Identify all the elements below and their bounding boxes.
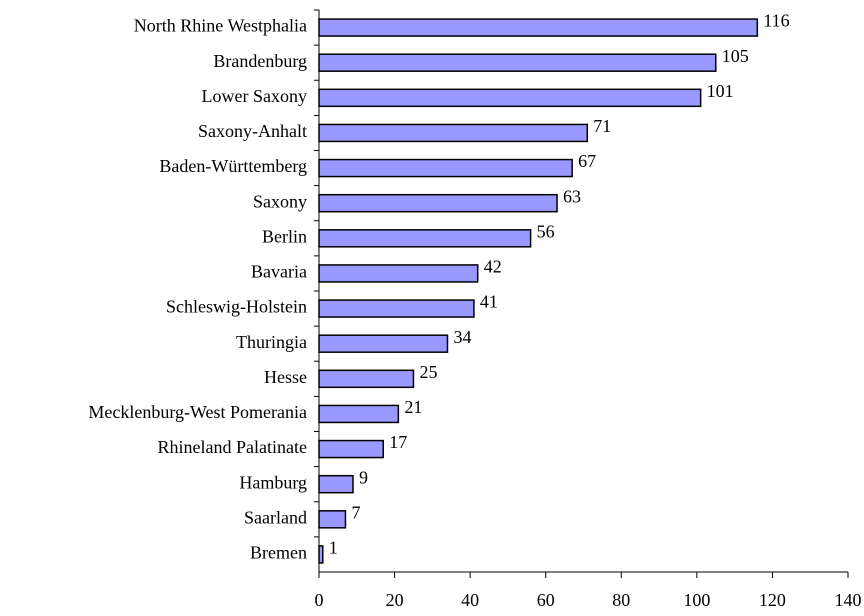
y-tick-label: Bavaria bbox=[251, 262, 307, 282]
value-label: 7 bbox=[351, 502, 360, 522]
value-label: 116 bbox=[763, 11, 789, 31]
x-tick-label: 20 bbox=[386, 590, 404, 610]
value-label: 63 bbox=[563, 186, 581, 206]
y-tick-label: Lower Saxony bbox=[202, 86, 307, 106]
bar bbox=[318, 334, 449, 353]
y-tick-label: Rhineland Palatinate bbox=[158, 437, 307, 457]
value-label: 56 bbox=[537, 221, 555, 241]
bar bbox=[318, 510, 347, 529]
bar bbox=[318, 545, 324, 564]
y-tick-label: Brandenburg bbox=[213, 51, 307, 71]
y-tick-label: Schleswig-Holstein bbox=[166, 297, 307, 317]
y-tick-label: Hamburg bbox=[239, 472, 307, 492]
bar bbox=[318, 404, 400, 424]
value-label: 101 bbox=[707, 81, 734, 101]
bar bbox=[318, 18, 759, 37]
y-tick-label: Saxony bbox=[253, 191, 307, 211]
bar bbox=[318, 264, 479, 283]
value-label: 67 bbox=[578, 151, 596, 171]
y-tick-label: Berlin bbox=[262, 226, 307, 246]
y-tick-label: Mecklenburg-West Pomerania bbox=[88, 402, 307, 422]
y-tick-label: Saarland bbox=[244, 507, 307, 527]
y-tick-label: Baden-Württemberg bbox=[159, 156, 307, 176]
bar bbox=[318, 299, 475, 318]
bar bbox=[318, 229, 532, 248]
bar bbox=[318, 193, 558, 213]
y-tick-label: Saxony-Anhalt bbox=[198, 121, 307, 141]
value-label: 17 bbox=[389, 432, 407, 452]
x-tick-label: 0 bbox=[315, 590, 324, 610]
value-label: 21 bbox=[404, 397, 422, 417]
value-label: 1 bbox=[329, 538, 338, 558]
bar bbox=[318, 123, 589, 143]
bar bbox=[318, 439, 384, 459]
x-tick-label: 40 bbox=[461, 590, 479, 610]
value-label: 34 bbox=[453, 327, 471, 347]
x-tick-label: 80 bbox=[612, 590, 630, 610]
y-tick-label: Bremen bbox=[250, 543, 307, 563]
bar bbox=[318, 53, 717, 72]
value-label: 41 bbox=[480, 292, 498, 312]
value-label: 9 bbox=[359, 467, 368, 487]
bar bbox=[318, 88, 702, 108]
y-tick-label: Thuringia bbox=[236, 332, 307, 352]
value-label: 25 bbox=[419, 362, 437, 382]
bar bbox=[318, 369, 415, 389]
x-tick-label: 120 bbox=[759, 590, 786, 610]
value-label: 42 bbox=[484, 257, 502, 277]
y-tick-label: North Rhine Westphalia bbox=[134, 16, 307, 36]
x-tick-label: 60 bbox=[537, 590, 555, 610]
value-label: 71 bbox=[593, 116, 611, 136]
x-tick-label: 100 bbox=[683, 590, 710, 610]
x-tick-label: 140 bbox=[835, 590, 862, 610]
value-label: 105 bbox=[722, 46, 749, 66]
bar bbox=[318, 158, 573, 178]
y-tick-label: Hesse bbox=[264, 367, 307, 387]
bar bbox=[318, 474, 354, 494]
